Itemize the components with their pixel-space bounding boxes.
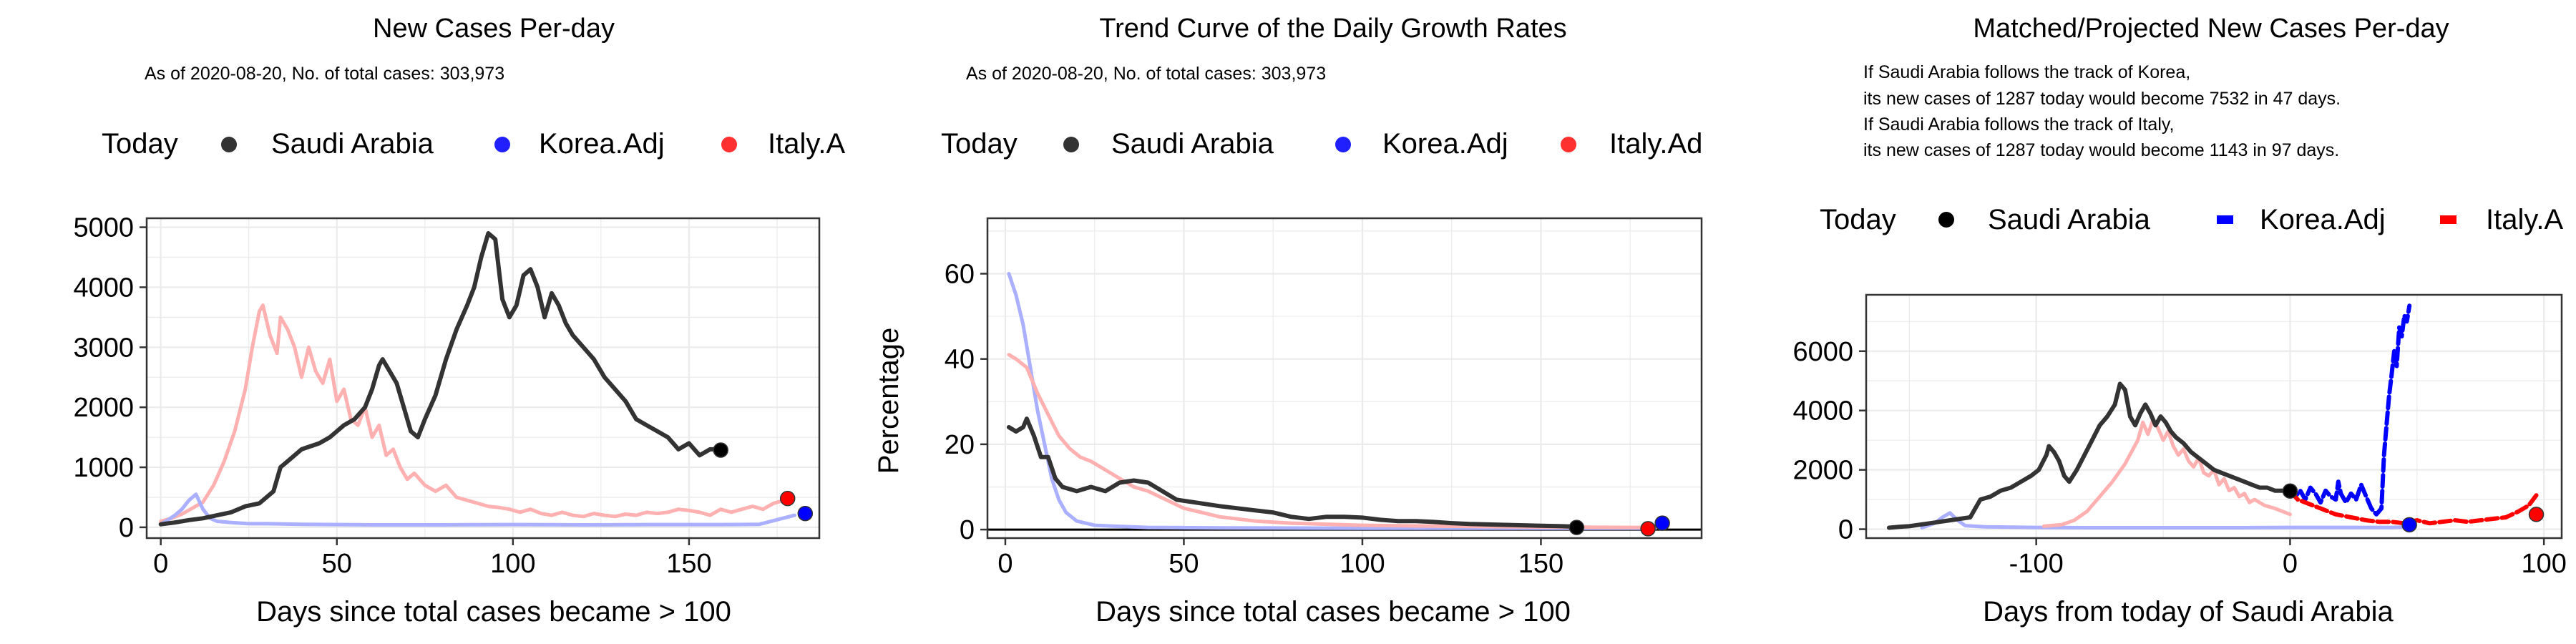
- legend-marker-italy: [721, 137, 737, 152]
- x-tick-label: 0: [997, 549, 1013, 579]
- y-tick-label: 2000: [73, 393, 134, 423]
- endpoint-marker: [1654, 515, 1670, 531]
- endpoint-marker: [2528, 507, 2545, 522]
- legend-marker-saudi-arabia: [221, 137, 237, 152]
- y-tick-label: 3000: [73, 333, 134, 363]
- y-tick-label: 0: [960, 515, 975, 545]
- endpoint-marker: [797, 505, 814, 522]
- plot-frame: [986, 217, 1703, 540]
- legend-label-korea-adj: Korea.Adj: [1382, 128, 1508, 160]
- x-axis-label: Days since total cases became > 100: [1096, 596, 1571, 628]
- endpoint-marker: [1568, 519, 1585, 535]
- legend: Today Saudi Arabia Korea.Adj Italy.Ad: [941, 128, 1702, 160]
- series-line: [1006, 416, 1576, 529]
- y-tick-label: 20: [945, 430, 975, 460]
- endpoint-marker: [2401, 517, 2417, 533]
- chart-subtitle: If Saudi Arabia follows the track of Kor…: [1863, 62, 2341, 160]
- y-tick-label: 5000: [73, 213, 134, 243]
- gridlines: [1866, 295, 2562, 538]
- legend: Today Saudi Arabia Korea.Adj Italy.A: [1820, 204, 2564, 235]
- subtitle-line-4: its new cases of 1287 today would become…: [1863, 140, 2339, 160]
- x-tick-label: 50: [1169, 549, 1199, 579]
- legend-label-italy: Italy.A: [2486, 204, 2564, 235]
- legend-marker-saudi-arabia: [1063, 137, 1079, 152]
- x-axis-label: Days from today of Saudi Arabia: [1983, 596, 2394, 628]
- chart-title: New Cases Per-day: [373, 14, 615, 44]
- plot-frame: [145, 217, 821, 540]
- x-tick-label: 0: [2283, 549, 2298, 579]
- legend-label-saudi-arabia: Saudi Arabia: [1111, 128, 1274, 160]
- series-line: [1886, 381, 2293, 530]
- series-line: [1920, 511, 2411, 530]
- y-tick-label: 0: [1838, 515, 1853, 545]
- y-tick-label: 2000: [1792, 456, 1853, 486]
- x-tick-label: 100: [2521, 549, 2566, 579]
- panel-projected: Matched/Projected New Cases Per-day If S…: [1792, 14, 2566, 628]
- chart-subtitle: As of 2020-08-20, No. of total cases: 30…: [145, 64, 504, 84]
- y-tick-label: 0: [119, 513, 134, 543]
- subtitle-line-3: If Saudi Arabia follows the track of Ita…: [1863, 114, 2174, 135]
- legend-today-label: Today: [102, 128, 178, 160]
- x-tick-label: 150: [1518, 549, 1563, 579]
- chart-title: Matched/Projected New Cases Per-day: [1973, 14, 2449, 44]
- legend: Today Saudi Arabia Korea.Adj Italy.A: [102, 128, 846, 160]
- legend-today-label: Today: [1820, 204, 1896, 235]
- y-tick-label: 1000: [73, 453, 134, 483]
- endpoint-marker: [713, 442, 728, 458]
- legend-label-korea-adj: Korea.Adj: [539, 128, 665, 160]
- x-tick-label: 150: [666, 549, 711, 579]
- plot-area: 0 50 100 150 0 20 40 60: [945, 217, 1703, 579]
- panel-new-cases: New Cases Per-day As of 2020-08-20, No. …: [73, 14, 845, 628]
- y-tick-label: 60: [945, 259, 975, 289]
- series-line: [2288, 489, 2539, 526]
- series-line: [2041, 417, 2292, 528]
- y-axis-label: Percentage: [873, 328, 904, 474]
- series-line: [158, 231, 723, 527]
- panel-growth-rates: Trend Curve of the Daily Growth Rates As…: [873, 14, 1702, 628]
- endpoint-marker: [2282, 483, 2298, 499]
- plot-frame: [1865, 293, 2563, 540]
- y-tick-label: 4000: [73, 273, 134, 303]
- endpoint-marker: [779, 490, 796, 507]
- series-line: [1007, 353, 1643, 530]
- subtitle-line-1: If Saudi Arabia follows the track of Kor…: [1863, 62, 2190, 82]
- subtitle-line-2: its new cases of 1287 today would become…: [1863, 89, 2341, 109]
- y-tick-label: 40: [945, 345, 975, 375]
- legend-today-label: Today: [941, 128, 1018, 160]
- legend-marker-korea-adj: [2217, 215, 2233, 224]
- legend-marker-korea-adj: [494, 137, 510, 152]
- series-line: [2288, 303, 2412, 517]
- series-line: [1007, 272, 1657, 530]
- legend-label-korea-adj: Korea.Adj: [2260, 204, 2386, 235]
- endpoint-marker: [1640, 521, 1656, 537]
- chart-title: Trend Curve of the Daily Growth Rates: [1099, 14, 1566, 44]
- y-tick-label: 6000: [1792, 337, 1853, 367]
- chart-subtitle: As of 2020-08-20, No. of total cases: 30…: [966, 64, 1326, 84]
- legend-marker-korea-adj: [1335, 137, 1351, 152]
- x-tick-label: 100: [1340, 549, 1385, 579]
- legend-marker-saudi-arabia: [1938, 212, 1954, 228]
- x-tick-label: -100: [2009, 549, 2064, 579]
- x-tick-label: 50: [322, 549, 352, 579]
- legend-label-italy: Italy.Ad: [1609, 128, 1702, 160]
- x-axis-label: Days since total cases became > 100: [256, 596, 731, 628]
- legend-label-saudi-arabia: Saudi Arabia: [1988, 204, 2151, 235]
- series-line: [159, 303, 786, 523]
- plot-area: 0 50 100 150 0 1000 2000 3000 4000 5000: [73, 213, 821, 579]
- legend-label-italy: Italy.A: [768, 128, 846, 160]
- x-tick-label: 0: [153, 549, 168, 579]
- series-line: [159, 492, 796, 527]
- legend-label-saudi-arabia: Saudi Arabia: [271, 128, 434, 160]
- x-tick-label: 100: [490, 549, 535, 579]
- legend-marker-italy: [1561, 137, 1576, 152]
- y-tick-label: 4000: [1792, 396, 1853, 426]
- legend-marker-italy: [2440, 215, 2457, 224]
